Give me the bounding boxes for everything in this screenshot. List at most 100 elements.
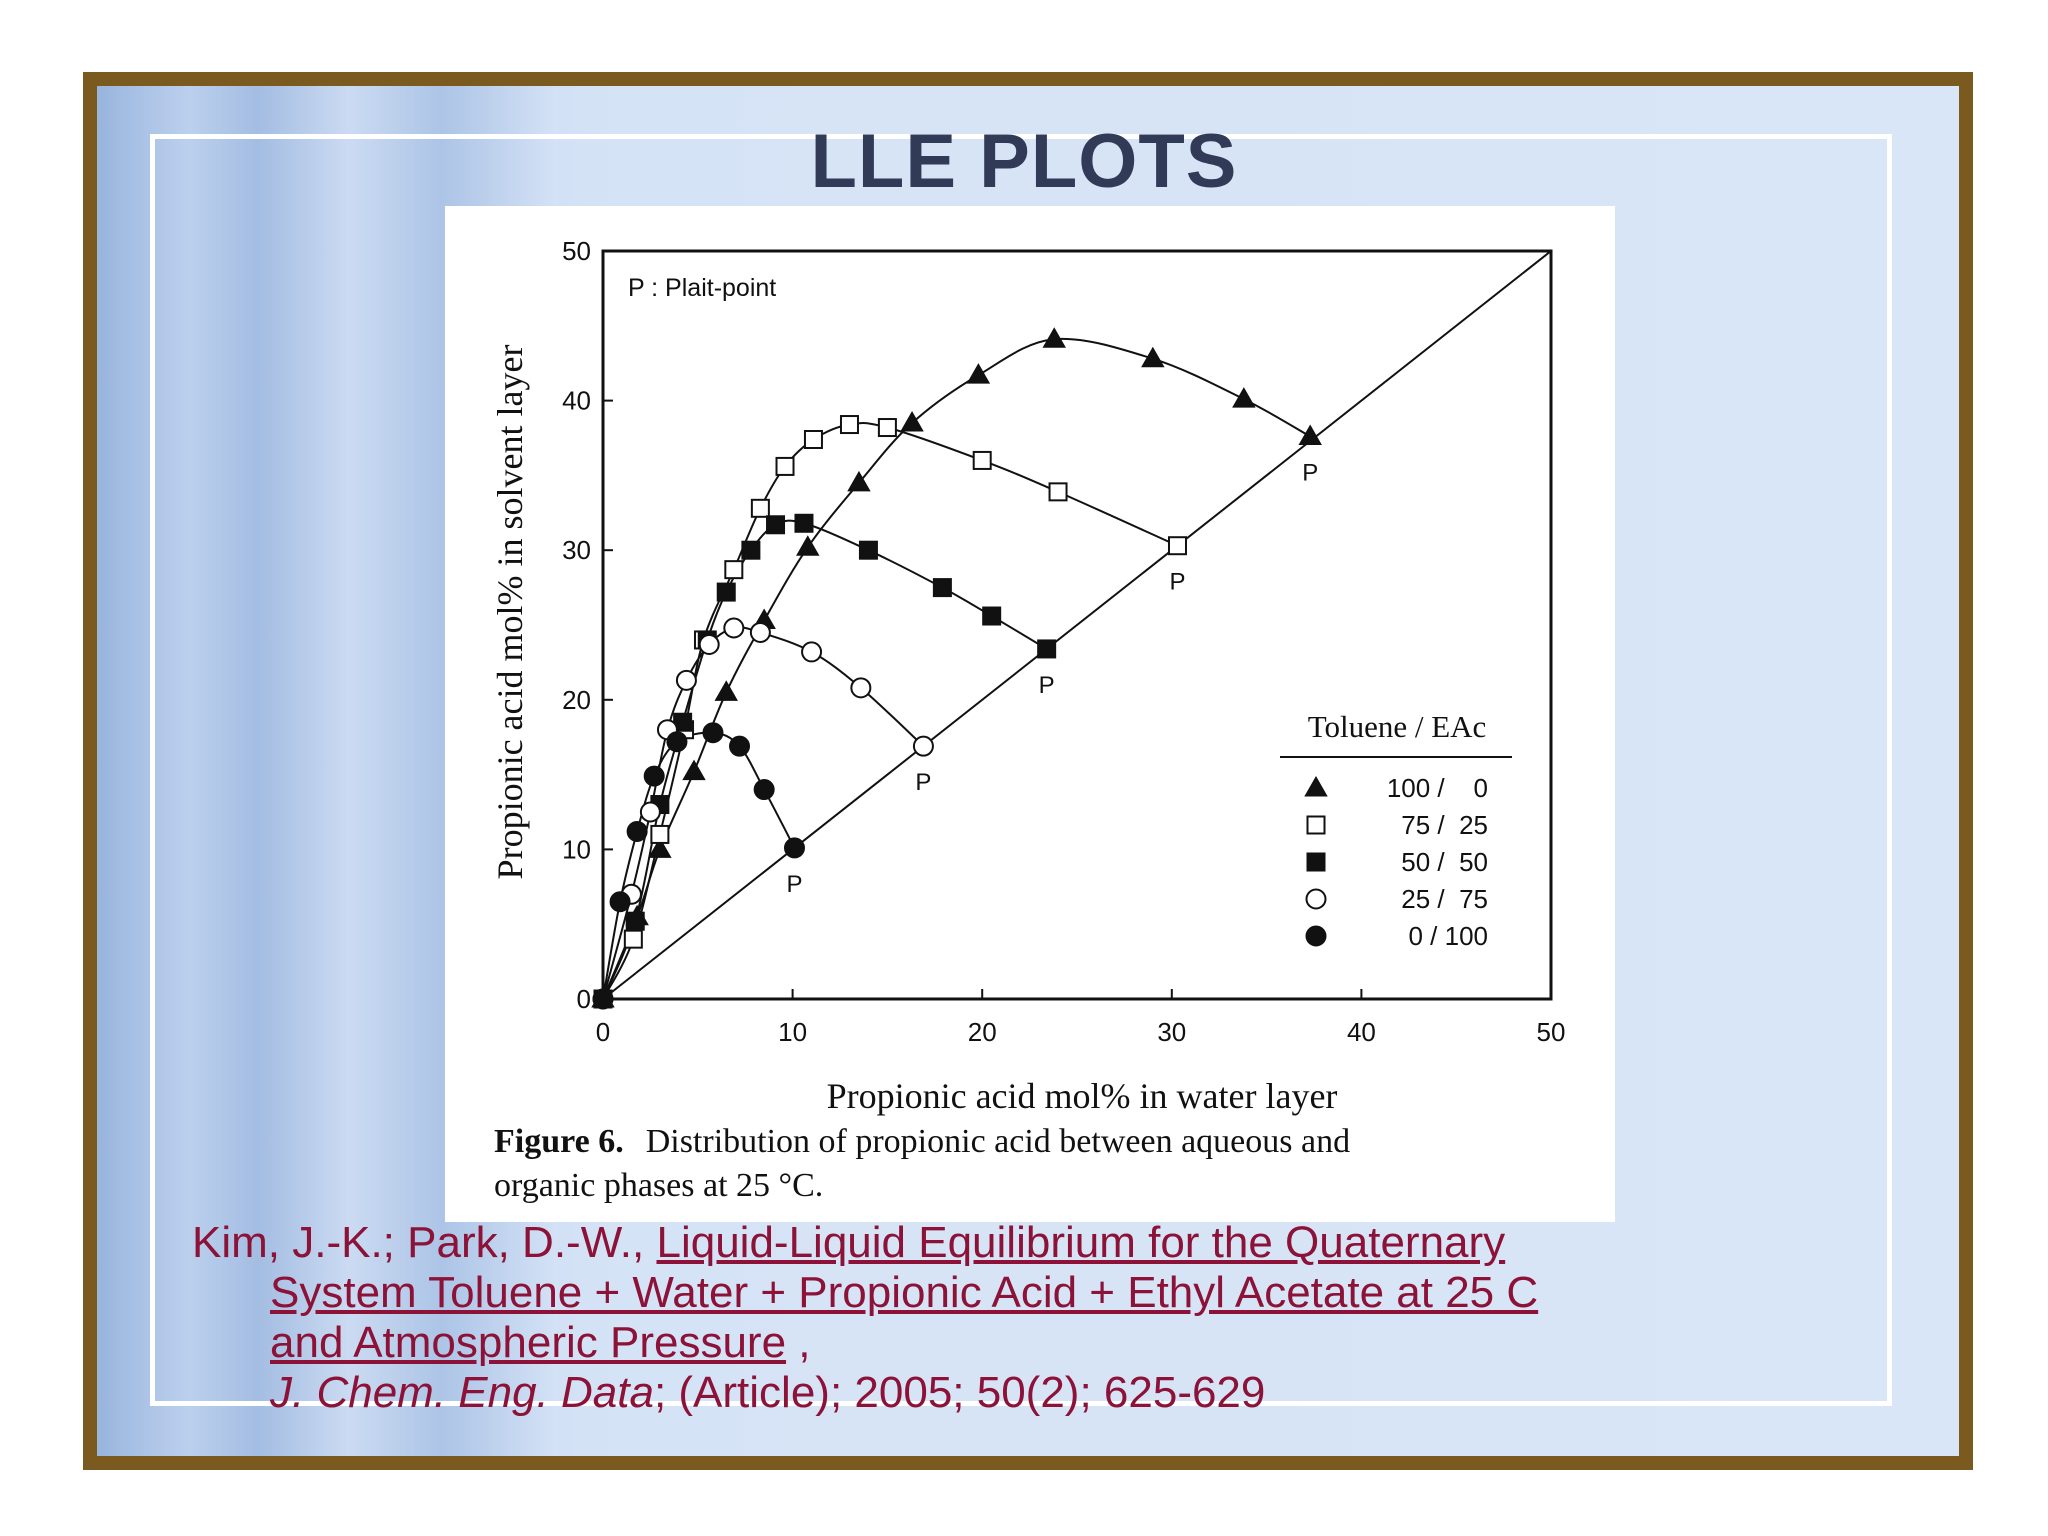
data-point: [625, 911, 645, 931]
data-point: [1141, 346, 1165, 368]
plot-border: [601, 249, 1553, 1001]
y-tick-label: 10: [562, 834, 591, 864]
x-tick-label: 50: [1537, 1017, 1566, 1047]
data-point: [932, 578, 952, 598]
data-point: [839, 415, 859, 435]
slide-title: LLE PLOTS: [810, 119, 1238, 204]
data-point: [749, 621, 771, 643]
y-tick-label: 0: [577, 984, 591, 1014]
data-point: [675, 669, 697, 691]
figure-caption-text-1: Distribution of propionic acid between a…: [646, 1123, 1350, 1160]
data-point: [698, 633, 720, 655]
data-point: [1042, 327, 1066, 348]
data-point: [972, 450, 992, 470]
citation-line-3: and Atmospheric Pressure ,: [192, 1318, 1832, 1368]
legend-label: 100 / 0: [1387, 773, 1488, 803]
citation-line-4: J. Chem. Eng. Data; (Article); 2005; 50(…: [192, 1368, 1832, 1418]
data-point: [682, 759, 706, 781]
x-axis-label: Propionic acid mol% in water layer: [827, 1076, 1338, 1116]
legend-label: 0 / 100: [1408, 921, 1488, 951]
data-point: [609, 891, 631, 913]
y-tick-label: 50: [562, 236, 591, 266]
plait-point-labels: P P P P P: [786, 460, 1318, 898]
data-point: [1048, 482, 1068, 502]
x-tick-label: 20: [968, 1017, 997, 1047]
figure-caption-line-1: Figure 6. Distribution of propionic acid …: [494, 1123, 1350, 1160]
data-point: [1232, 387, 1256, 408]
series-lines: [602, 337, 1311, 1000]
legend-marker: [1306, 815, 1326, 835]
citation-authors: Kim, J.-K.; Park, D.-W.,: [192, 1218, 657, 1267]
x-tick-label: 30: [1157, 1017, 1186, 1047]
data-point: [803, 429, 823, 449]
citation-title-link[interactable]: Liquid-Liquid Equilibrium for the Quater…: [656, 1218, 1506, 1267]
data-point: [753, 779, 775, 801]
figure-caption-line-2: organic phases at 25 °C.: [494, 1167, 823, 1204]
citation-comma: ,: [786, 1318, 811, 1367]
data-point: [900, 411, 924, 432]
data-point: [592, 988, 614, 1010]
citation-line-1: Kim, J.-K.; Park, D.-W., Liquid-Liquid E…: [192, 1218, 1832, 1268]
data-point: [775, 456, 795, 476]
diagonal-line: [602, 250, 1552, 1000]
plait-point-label: P: [1169, 569, 1185, 596]
axis-ticks: 0 10 20 30 40 50 0 10 20 30 40 50: [562, 236, 1565, 1047]
citation-details: ; (Article); 2005; 50(2); 625-629: [653, 1368, 1266, 1417]
legend-marker: [1305, 925, 1327, 947]
plait-point-label: P: [1302, 460, 1318, 487]
data-point: [741, 540, 761, 560]
data-point: [850, 677, 872, 699]
plait-point-annotation: P : Plait-point: [628, 274, 776, 302]
data-point: [966, 363, 991, 384]
citation: Kim, J.-K.; Park, D.-W., Liquid-Liquid E…: [192, 1218, 1832, 1418]
data-point: [1037, 639, 1057, 659]
data-point: [724, 560, 744, 580]
data-point: [847, 470, 871, 492]
legend-marker: [1306, 852, 1326, 872]
plait-point-label: P: [786, 871, 802, 898]
data-point: [766, 515, 786, 535]
y-tick-label: 20: [562, 685, 591, 715]
figure-caption-label: Figure 6.: [494, 1123, 624, 1160]
data-point: [783, 837, 805, 859]
y-tick-label: 40: [562, 386, 591, 416]
data-point: [858, 540, 878, 560]
legend-label: 75 / 25: [1401, 810, 1488, 840]
series-markers: [591, 327, 1322, 1010]
legend: Toluene / EAc 100 / 0 75 / 25 50 / 50 25 / 7…: [1280, 709, 1512, 951]
legend-marker: [1305, 888, 1327, 910]
plait-point-label: P: [915, 769, 931, 796]
data-point: [623, 929, 643, 949]
legend-marker: [1304, 775, 1328, 797]
data-point: [648, 837, 672, 858]
data-point: [794, 513, 814, 533]
data-point: [702, 722, 724, 744]
plait-point-label: P: [1039, 672, 1055, 699]
data-point: [877, 418, 897, 438]
series-line: [602, 519, 1048, 1000]
legend-label: 50 / 50: [1401, 847, 1488, 877]
plot-frame: [601, 249, 1553, 1001]
data-point: [666, 731, 688, 753]
citation-title-link-end[interactable]: and Atmospheric Pressure: [270, 1318, 787, 1367]
y-axis-label: Propionic acid mol% in solvent layer: [490, 345, 530, 880]
data-point: [639, 801, 661, 823]
data-point: [714, 680, 738, 701]
data-point: [750, 498, 770, 518]
citation-journal: J. Chem. Eng. Data: [270, 1368, 654, 1417]
figure-box: [445, 206, 1615, 1222]
series-line: [602, 337, 1311, 1000]
data-point: [982, 606, 1002, 626]
data-point: [801, 641, 823, 663]
y-tick-label: 30: [562, 535, 591, 565]
data-point: [1167, 536, 1187, 556]
legend-title: Toluene / EAc: [1308, 709, 1487, 744]
citation-title-link-cont[interactable]: System Toluene + Water + Propionic Acid …: [270, 1268, 1539, 1317]
data-point: [1298, 424, 1322, 446]
data-point: [716, 582, 736, 602]
data-point: [796, 535, 820, 556]
x-tick-label: 10: [778, 1017, 807, 1047]
x-tick-label: 0: [596, 1017, 610, 1047]
data-point: [626, 820, 648, 842]
data-point: [643, 765, 665, 787]
